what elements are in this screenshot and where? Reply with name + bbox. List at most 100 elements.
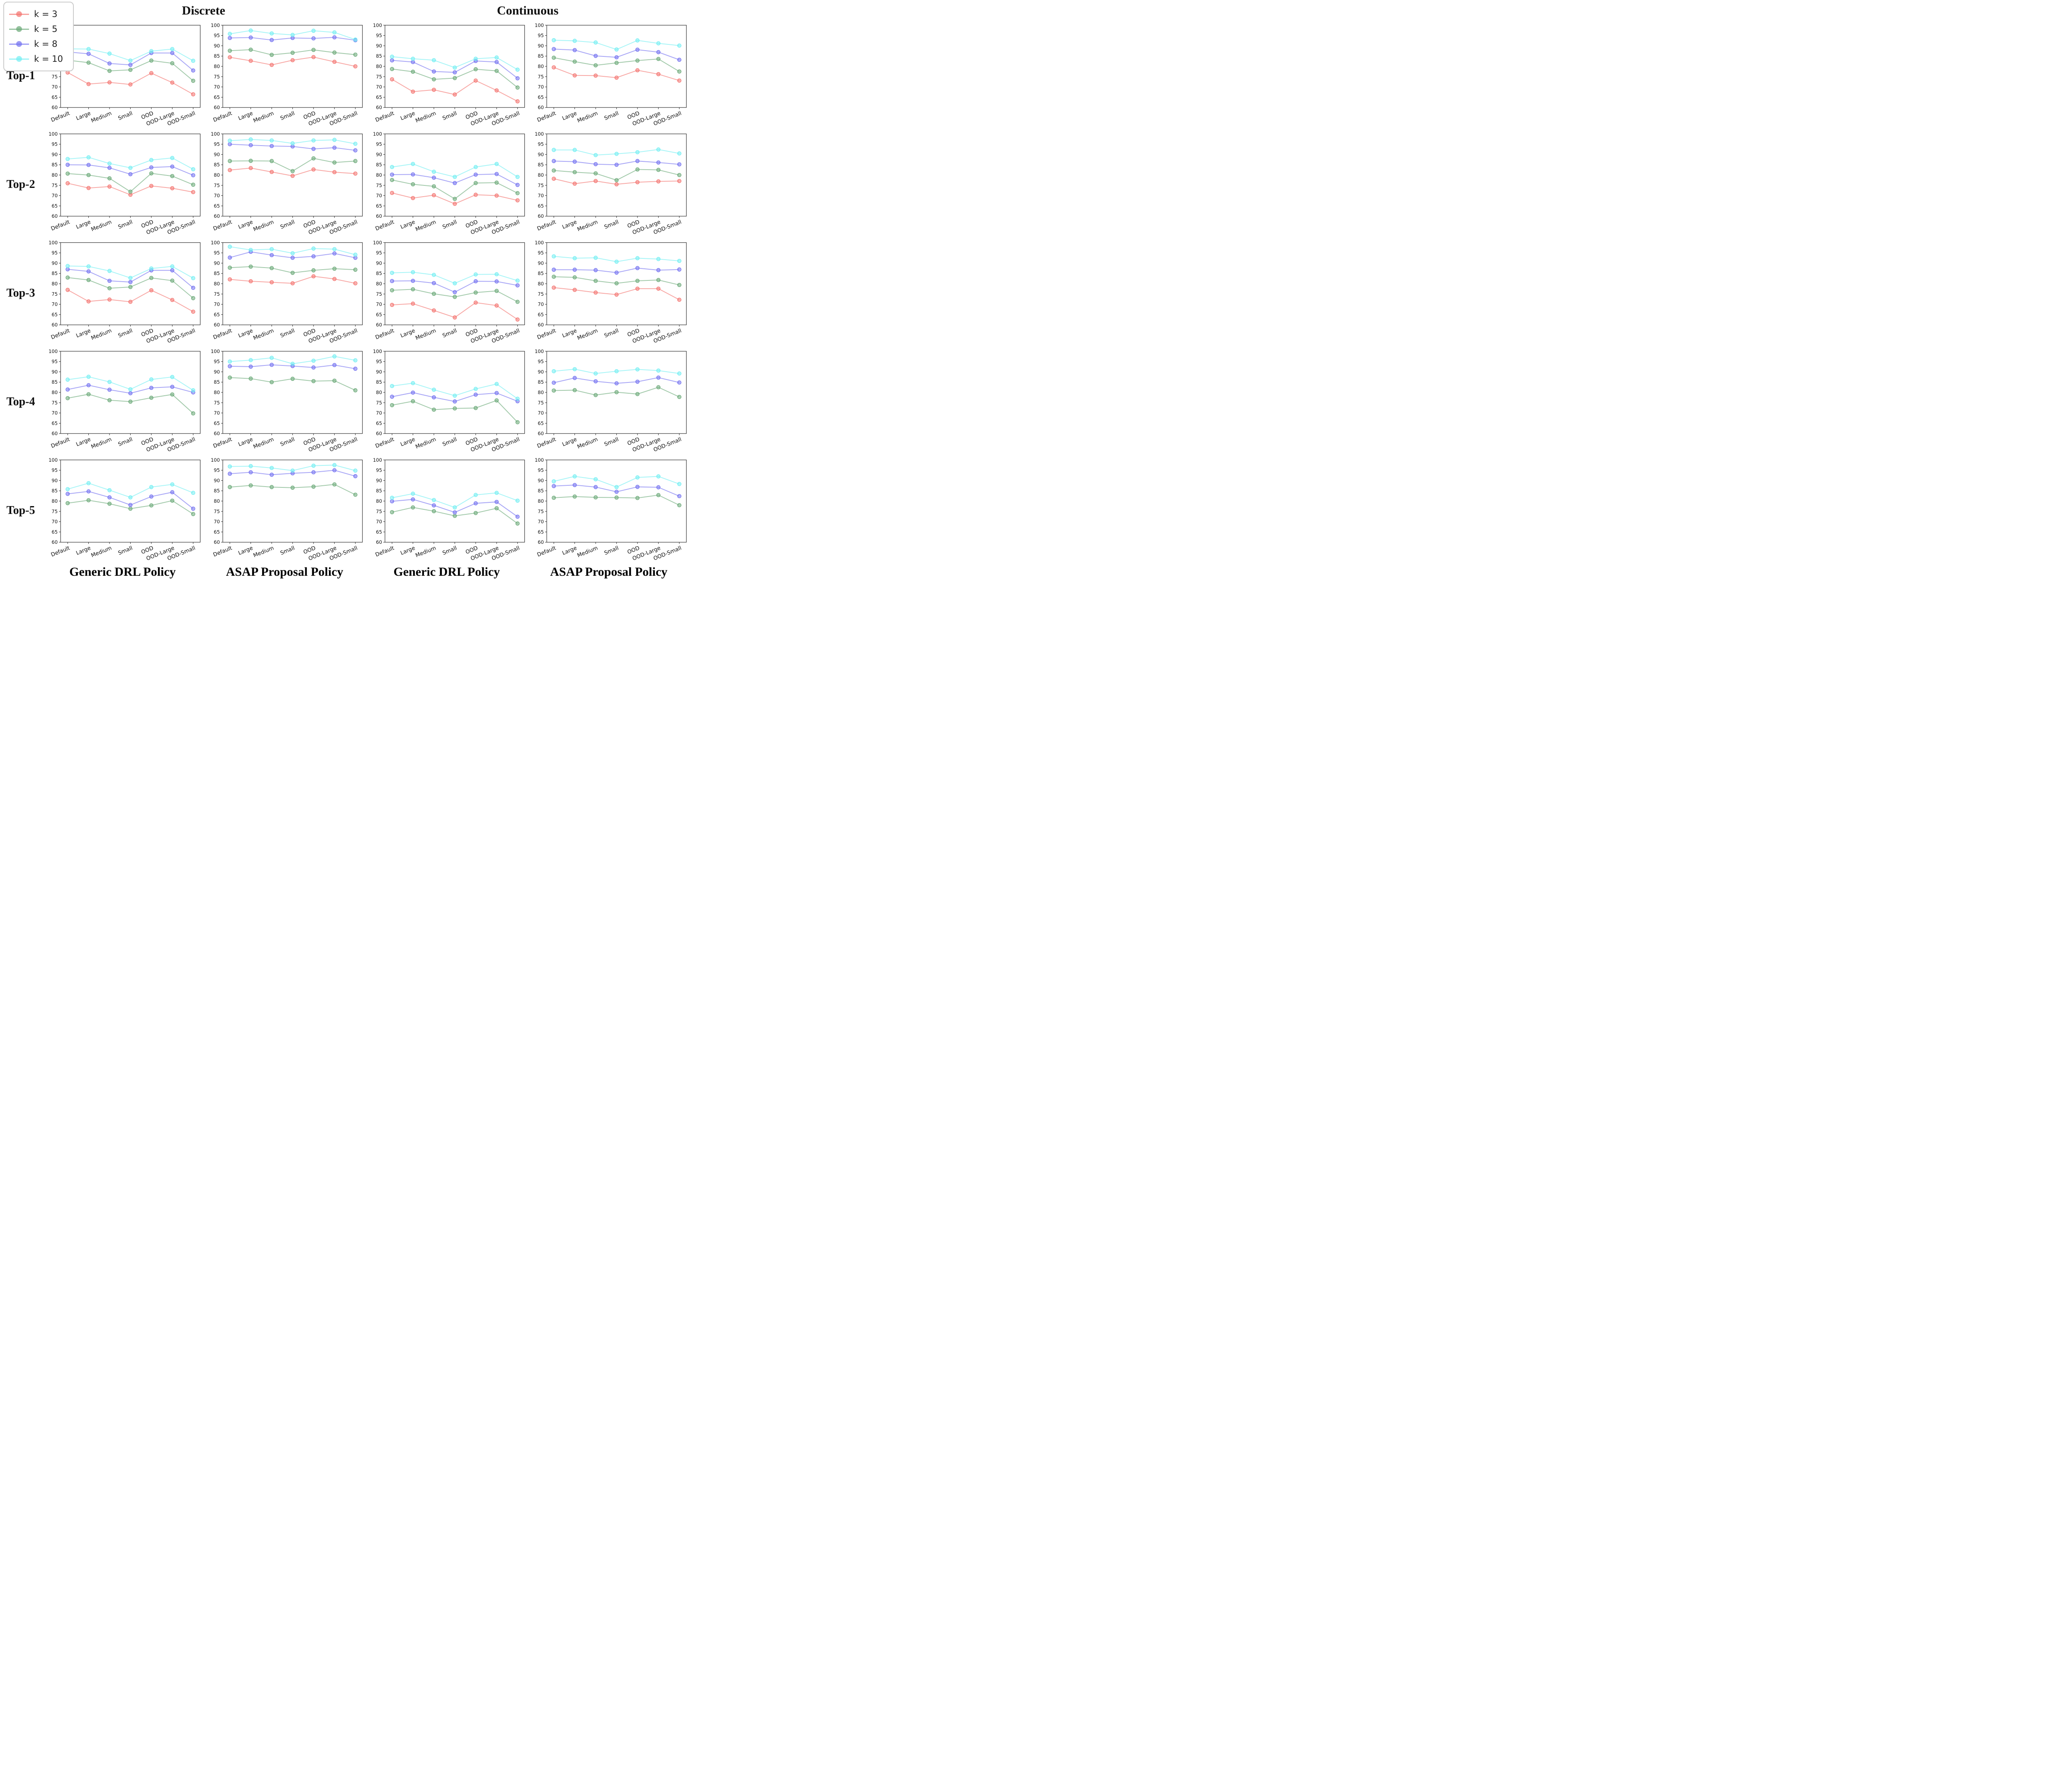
svg-text:90: 90 (214, 43, 220, 49)
svg-text:65: 65 (51, 312, 58, 317)
svg-text:80: 80 (51, 498, 58, 504)
svg-text:100: 100 (535, 131, 544, 137)
svg-text:75: 75 (376, 183, 382, 188)
svg-text:90: 90 (214, 151, 220, 157)
svg-text:85: 85 (538, 162, 544, 168)
svg-text:Large: Large (237, 436, 254, 448)
svg-text:Small: Small (441, 219, 458, 230)
column-header-continuous: Continuous (497, 4, 559, 17)
svg-text:Medium: Medium (577, 436, 599, 450)
svg-text:80: 80 (538, 172, 544, 178)
svg-text:65: 65 (538, 420, 544, 426)
svg-text:Default: Default (374, 436, 395, 450)
row-label-top1: Top-1 (6, 69, 35, 82)
svg-text:60: 60 (538, 539, 544, 545)
svg-text:70: 70 (214, 302, 220, 307)
svg-text:65: 65 (51, 420, 58, 426)
svg-text:Medium: Medium (90, 219, 113, 233)
svg-text:Large: Large (562, 545, 578, 557)
svg-text:80: 80 (376, 63, 382, 69)
svg-text:85: 85 (214, 379, 220, 385)
svg-text:85: 85 (376, 53, 382, 59)
svg-text:80: 80 (214, 281, 220, 287)
svg-text:65: 65 (538, 203, 544, 209)
svg-text:85: 85 (538, 53, 544, 59)
svg-text:Small: Small (441, 328, 458, 339)
svg-text:75: 75 (538, 509, 544, 514)
svg-text:100: 100 (373, 22, 382, 28)
svg-text:70: 70 (538, 410, 544, 416)
svg-text:60: 60 (214, 105, 220, 110)
svg-text:75: 75 (376, 74, 382, 80)
svg-text:Default: Default (374, 328, 395, 341)
svg-text:90: 90 (376, 369, 382, 375)
svg-text:Default: Default (50, 328, 71, 341)
svg-text:70: 70 (376, 193, 382, 199)
svg-text:75: 75 (538, 183, 544, 188)
svg-text:65: 65 (376, 312, 382, 317)
chart-top2-discrete-asap: 60 65 70 75 80 85 90 95 100 Default Large Medium Sma… (204, 130, 366, 239)
svg-text:65: 65 (214, 94, 220, 100)
chart-top3-continuous-asap: 60 65 70 75 80 85 90 95 100 Default Large Medium Sma… (528, 239, 690, 348)
svg-text:70: 70 (214, 519, 220, 525)
legend-item-k5: k = 5 (9, 22, 68, 37)
row-label-top3: Top-3 (6, 287, 35, 299)
column-header-discrete: Discrete (182, 4, 225, 17)
svg-text:70: 70 (376, 519, 382, 525)
k8-line-marker-icon (9, 41, 29, 47)
svg-text:95: 95 (538, 467, 544, 473)
svg-text:75: 75 (214, 183, 220, 188)
legend-item-k8: k = 8 (9, 37, 68, 51)
svg-text:85: 85 (376, 379, 382, 385)
svg-text:70: 70 (376, 302, 382, 307)
legend-label: k = 8 (34, 39, 58, 49)
legend-label: k = 5 (34, 24, 58, 34)
legend-item-k10: k = 10 (9, 51, 68, 66)
chart-top1-continuous-generic: 60 65 70 75 80 85 90 95 100 Default Large Medium Sma… (366, 22, 528, 130)
svg-text:75: 75 (538, 400, 544, 406)
svg-text:60: 60 (538, 322, 544, 328)
svg-text:Medium: Medium (414, 545, 437, 559)
svg-text:60: 60 (214, 213, 220, 219)
svg-text:95: 95 (214, 33, 220, 39)
svg-text:75: 75 (51, 183, 58, 188)
svg-text:Medium: Medium (577, 328, 599, 341)
svg-text:80: 80 (214, 63, 220, 69)
svg-text:100: 100 (535, 457, 544, 463)
svg-text:Default: Default (536, 545, 557, 558)
figure: k = 3 k = 5 k = 8 k = 10 Discrete Contin… (0, 0, 690, 597)
svg-text:Large: Large (562, 436, 578, 448)
svg-text:80: 80 (214, 498, 220, 504)
row-label-top5: Top-5 (6, 504, 35, 517)
svg-text:90: 90 (376, 43, 382, 49)
svg-text:Large: Large (237, 328, 254, 339)
svg-text:85: 85 (214, 488, 220, 494)
svg-text:75: 75 (51, 74, 58, 80)
svg-text:80: 80 (376, 281, 382, 287)
svg-text:75: 75 (214, 509, 220, 514)
chart-top2-continuous-asap: 60 65 70 75 80 85 90 95 100 Default Large Medium Sma… (528, 130, 690, 239)
svg-text:90: 90 (538, 260, 544, 266)
svg-text:Large: Large (399, 219, 416, 231)
svg-text:75: 75 (214, 400, 220, 406)
svg-text:60: 60 (538, 105, 544, 110)
svg-text:Medium: Medium (252, 110, 275, 124)
svg-text:60: 60 (376, 539, 382, 545)
k5-line-marker-icon (9, 26, 29, 32)
svg-text:Large: Large (75, 436, 92, 448)
chart-top5-continuous-asap: 60 65 70 75 80 85 90 95 100 Default Large Medium Sma… (528, 456, 690, 565)
svg-text:95: 95 (538, 141, 544, 147)
svg-text:100: 100 (373, 457, 382, 463)
svg-text:100: 100 (211, 240, 220, 246)
svg-text:85: 85 (376, 162, 382, 168)
k3-line-marker-icon (9, 11, 29, 17)
legend: k = 3 k = 5 k = 8 k = 10 (3, 2, 74, 71)
svg-text:85: 85 (51, 162, 58, 168)
svg-text:85: 85 (376, 488, 382, 494)
